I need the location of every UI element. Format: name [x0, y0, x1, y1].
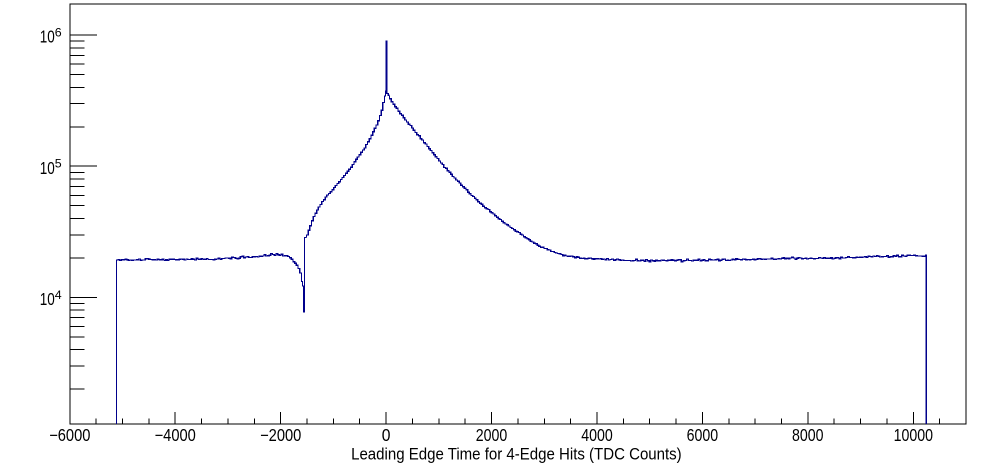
svg-text:10: 10 [40, 289, 55, 309]
svg-text:Leading Edge Time for 4-Edge H: Leading Edge Time for 4-Edge Hits (TDC C… [351, 444, 682, 463]
svg-text:0: 0 [382, 425, 391, 445]
svg-text:6: 6 [55, 26, 62, 40]
svg-text:−2000: −2000 [260, 425, 301, 445]
svg-text:4000: 4000 [581, 425, 613, 445]
svg-text:6000: 6000 [687, 425, 719, 445]
svg-text:10000: 10000 [894, 425, 933, 445]
svg-text:−6000: −6000 [49, 425, 90, 445]
svg-text:10: 10 [40, 27, 55, 47]
svg-text:−4000: −4000 [155, 425, 196, 445]
svg-text:5: 5 [55, 157, 62, 171]
svg-text:2000: 2000 [476, 425, 508, 445]
svg-text:4: 4 [55, 288, 62, 302]
svg-text:10: 10 [40, 158, 55, 178]
svg-text:8000: 8000 [792, 425, 824, 445]
